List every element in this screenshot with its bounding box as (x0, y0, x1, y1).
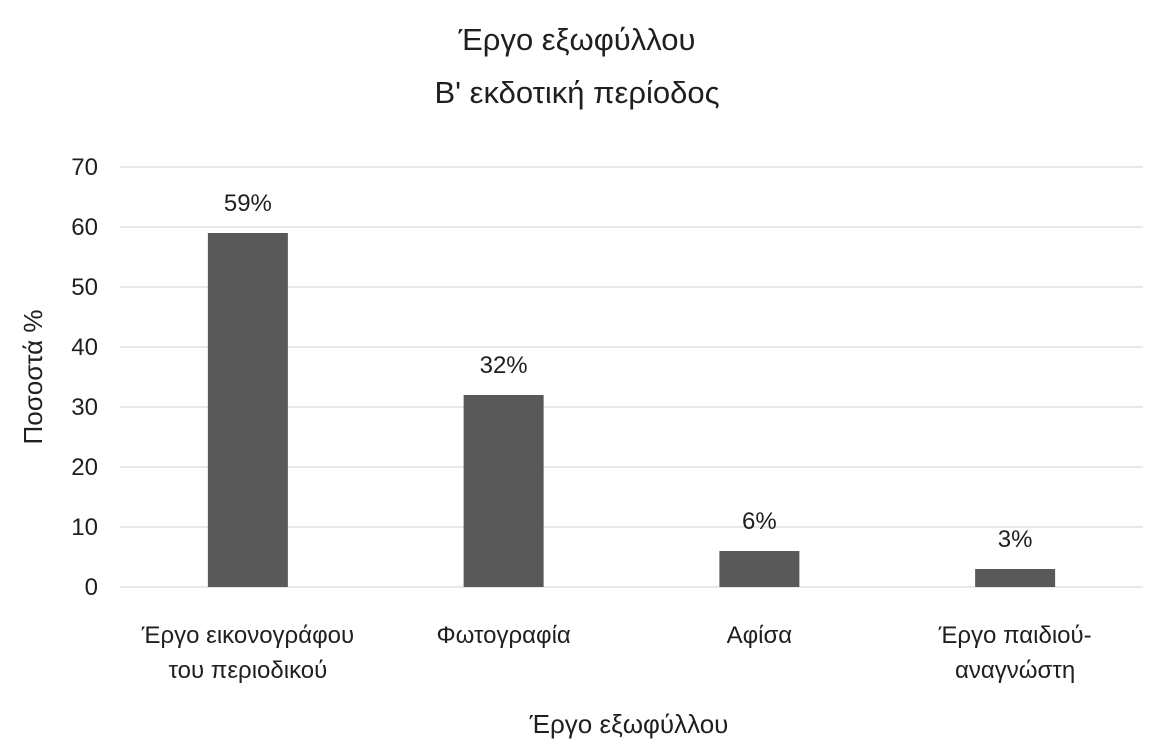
y-tick-label: 40 (71, 334, 98, 361)
x-category-label: του περιοδικού (169, 657, 328, 684)
gridlines (120, 166, 1143, 588)
y-tick-label: 60 (71, 214, 98, 241)
bars (207, 233, 1056, 587)
y-tick-label: 20 (71, 454, 98, 481)
bar (207, 233, 288, 587)
y-tick-label: 0 (85, 574, 98, 601)
x-category-label: Έργο εικονογράφου (141, 622, 354, 649)
chart-title: Έργο εξωφύλλου Β' εκδοτική περίοδος (434, 22, 719, 110)
bar (463, 395, 544, 587)
x-category-label: Έργο παιδιού- (938, 622, 1092, 649)
y-tick-label: 50 (71, 274, 98, 301)
data-label: 3% (998, 526, 1033, 553)
y-tick-label: 10 (71, 514, 98, 541)
data-label: 32% (480, 352, 528, 379)
y-tick-label: 70 (71, 154, 98, 181)
data-label: 59% (224, 190, 272, 217)
x-axis-categories: Έργο εικονογράφου του περιοδικού Φωτογραφί… (141, 622, 1092, 684)
chart-title-line-2: Β' εκδοτική περίοδος (434, 75, 719, 110)
chart-title-line-1: Έργο εξωφύλλου (458, 22, 696, 57)
bar (719, 551, 800, 587)
x-category-label: αναγνώστη (955, 657, 1075, 684)
data-labels: 59% 32% 6% 3% (224, 190, 1033, 553)
x-axis-title: Έργο εξωφύλλου (529, 709, 729, 739)
x-category-label: Αφίσα (727, 622, 793, 649)
y-tick-label: 30 (71, 394, 98, 421)
x-category-label: Φωτογραφία (436, 622, 570, 649)
bar (975, 569, 1056, 587)
y-axis-ticks: 0 10 20 30 40 50 60 70 (71, 154, 98, 601)
y-axis-title: Ποσοστά % (18, 309, 48, 444)
data-label: 6% (742, 508, 777, 535)
